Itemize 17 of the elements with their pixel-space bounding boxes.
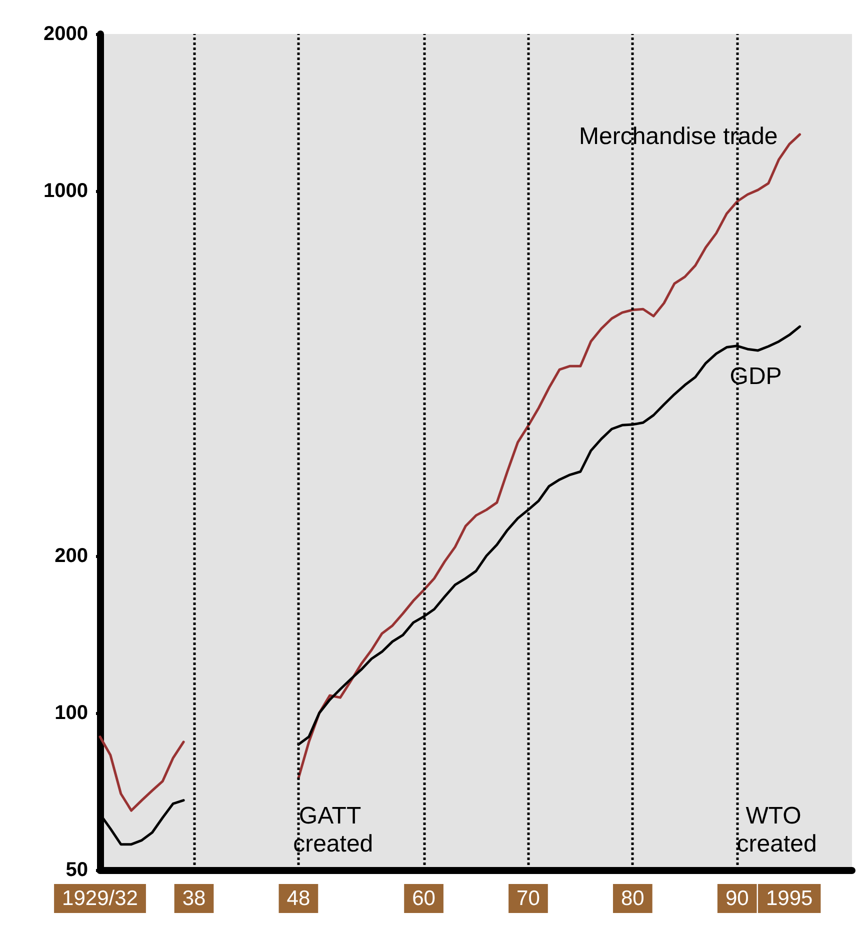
y-tick-label: 2000 xyxy=(44,23,88,45)
series-label: Merchandise trade xyxy=(578,122,778,150)
x-tick-label: 1929/32 xyxy=(62,887,138,910)
x-tick-label: 80 xyxy=(620,887,644,910)
y-tick-label: 200 xyxy=(54,544,88,567)
annotation: WTO created xyxy=(736,802,817,858)
y-tick-label: 1000 xyxy=(44,180,88,202)
annotation: GATT created xyxy=(293,802,374,858)
y-tick-label: 100 xyxy=(54,702,88,724)
x-tick-label: 38 xyxy=(182,887,206,910)
x-tick-label: 70 xyxy=(516,887,540,910)
series-label: GDP xyxy=(730,363,782,390)
x-tick-label: 90 xyxy=(725,887,749,910)
x-tick-label: 48 xyxy=(286,887,310,910)
y-tick-label: 50 xyxy=(66,859,88,881)
x-tick-label: 1995 xyxy=(766,887,813,910)
x-tick-label: 60 xyxy=(412,887,436,910)
